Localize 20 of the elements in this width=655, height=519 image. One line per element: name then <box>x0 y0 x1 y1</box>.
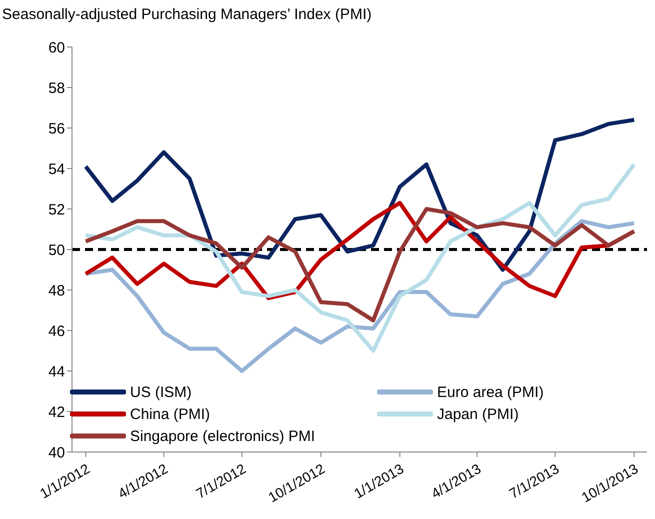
y-tick-label: 48 <box>48 282 65 300</box>
legend-label: US (ISM) <box>130 384 192 400</box>
legend-label: Japan (PMI) <box>437 406 519 422</box>
y-tick-label: 56 <box>48 120 65 138</box>
y-tick-label: 44 <box>48 363 65 380</box>
legend-label: Singapore (electronics) PMI <box>130 428 316 444</box>
line-series <box>84 219 636 373</box>
legend-label: China (PMI) <box>130 406 210 422</box>
y-tick-label: 50 <box>48 242 65 259</box>
y-tick-label: 46 <box>48 322 65 340</box>
line-series <box>84 207 636 322</box>
legend-label: Euro area (PMI) <box>437 384 544 400</box>
y-tick-label: 42 <box>48 404 65 421</box>
y-tick-label: 52 <box>48 201 65 218</box>
y-tick-label: 54 <box>48 160 65 178</box>
y-tick-label: 58 <box>48 80 65 97</box>
y-tick-label: 40 <box>48 444 65 462</box>
chart-title: Seasonally-adjusted Purchasing Managers’ Index (PMI) <box>2 6 372 23</box>
line-series <box>84 162 636 353</box>
y-tick-label: 60 <box>48 39 65 56</box>
